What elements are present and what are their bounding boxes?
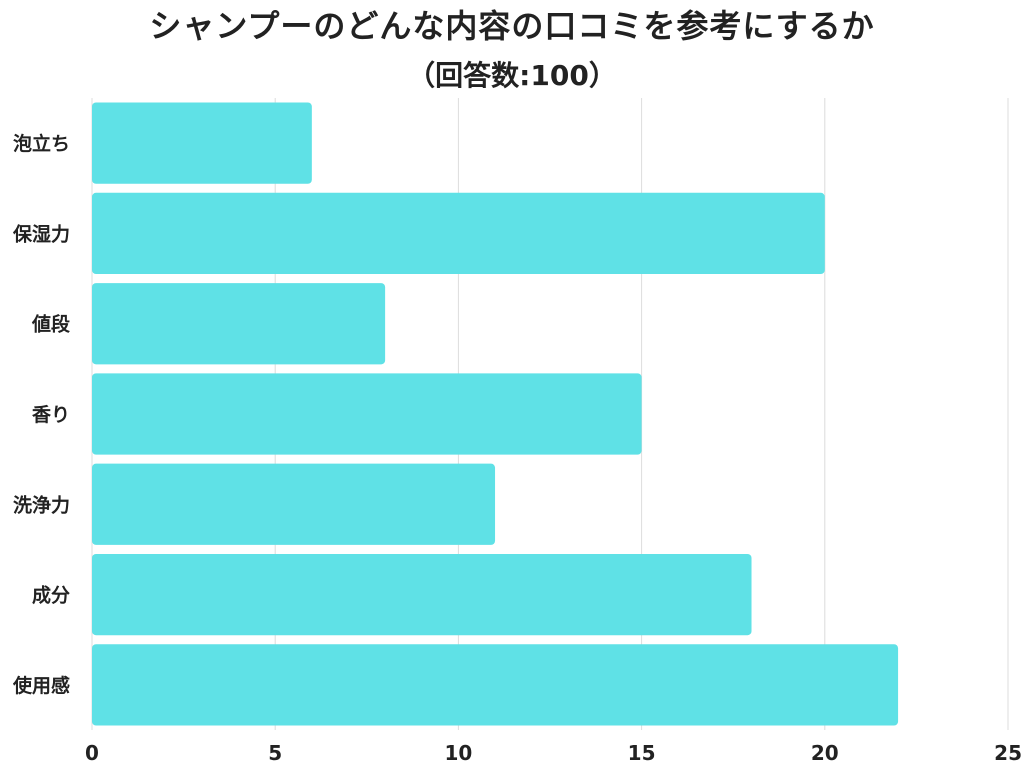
category-label: 洗浄力 [13, 493, 70, 516]
chart-subtitle: （回答数:100） [407, 59, 617, 92]
chart-title: シャンプーのどんな内容の口コミを参考にするか [149, 7, 875, 45]
category-label: 値段 [31, 313, 71, 336]
category-label: 保湿力 [12, 222, 70, 245]
bar [92, 283, 386, 365]
category-label: 泡立ち [13, 132, 70, 155]
category-label: 香り [31, 404, 70, 426]
x-tick-labels: 0 5 10 15 20 25 [85, 741, 1022, 765]
bars [92, 102, 899, 726]
bar [92, 192, 825, 275]
x-tick-label: 20 [811, 741, 839, 765]
x-tick-label: 5 [268, 741, 282, 765]
x-tick-label: 15 [628, 741, 656, 765]
bar [92, 463, 496, 545]
bar [92, 373, 642, 455]
bar [92, 553, 752, 636]
category-label: 使用感 [12, 674, 70, 697]
category-label: 成分 [32, 584, 70, 607]
x-tick-label: 25 [994, 741, 1022, 765]
bar [92, 102, 312, 184]
bar [92, 644, 899, 726]
x-tick-label: 10 [444, 741, 472, 765]
x-tick-label: 0 [85, 741, 99, 765]
